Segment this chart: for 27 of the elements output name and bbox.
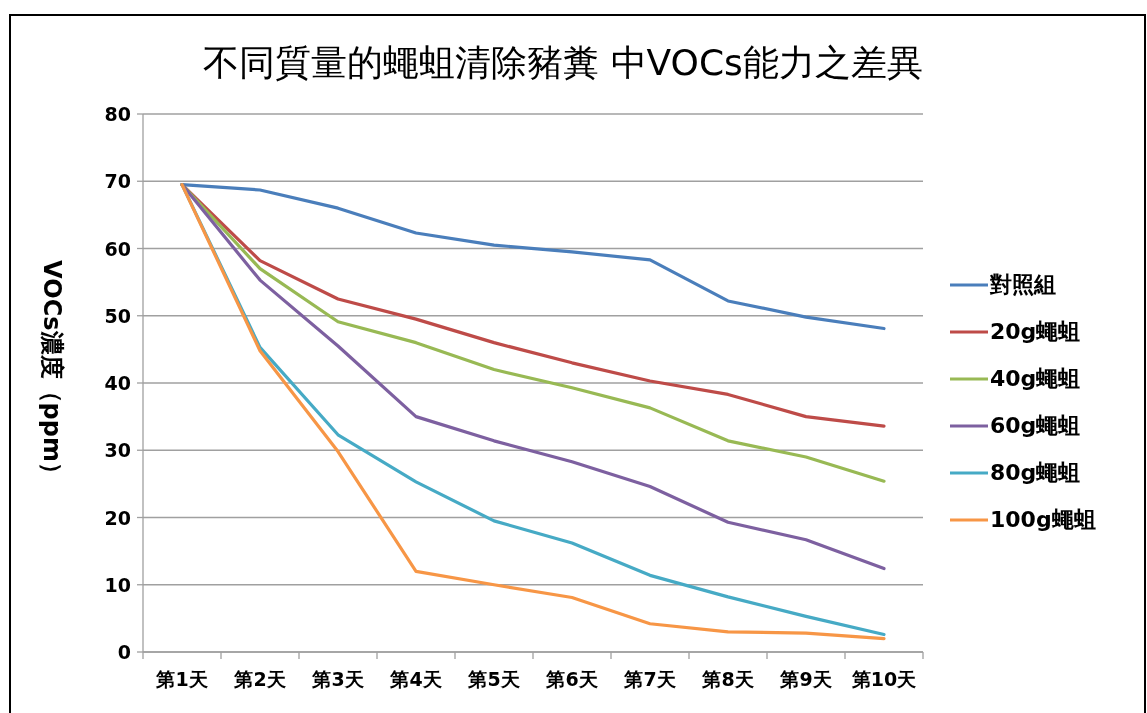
x-tick-label: 第6天 — [545, 668, 598, 690]
legend-label: 20g蠅蛆 — [990, 319, 1081, 344]
legend-label: 對照組 — [989, 272, 1056, 297]
y-tick-label: 70 — [104, 170, 131, 193]
y-tick-label: 0 — [117, 641, 131, 663]
y-tick-label: 30 — [104, 439, 131, 462]
x-tick-label: 第4天 — [389, 668, 442, 690]
y-tick-label: 50 — [104, 304, 131, 327]
x-tick-label: 第10天 — [850, 668, 917, 690]
x-tick-label: 第3天 — [311, 668, 364, 690]
legend-label: 80g蠅蛆 — [990, 460, 1081, 485]
chart-title: 不同質量的蠅蛆清除豬糞 中VOCs能力之差異 — [203, 42, 923, 83]
legend-label: 40g蠅蛆 — [990, 366, 1081, 391]
x-tick-label: 第1天 — [155, 668, 208, 690]
y-tick-label: 40 — [104, 372, 131, 394]
y-tick-label: 20 — [104, 506, 131, 529]
x-tick-label: 第2天 — [233, 668, 286, 690]
x-tick-label: 第9天 — [779, 668, 832, 690]
x-tick-label: 第7天 — [623, 668, 676, 690]
y-axis-title: VOCs濃度（ppm） — [38, 260, 66, 486]
legend-label: 60g蠅蛆 — [990, 413, 1081, 438]
x-tick-label: 第8天 — [701, 668, 754, 690]
y-tick-label: 60 — [104, 237, 131, 260]
x-tick-label: 第5天 — [467, 668, 520, 690]
y-tick-label: 10 — [104, 573, 131, 596]
legend-label: 100g蠅蛆 — [990, 507, 1096, 532]
y-tick-label: 80 — [104, 103, 131, 125]
